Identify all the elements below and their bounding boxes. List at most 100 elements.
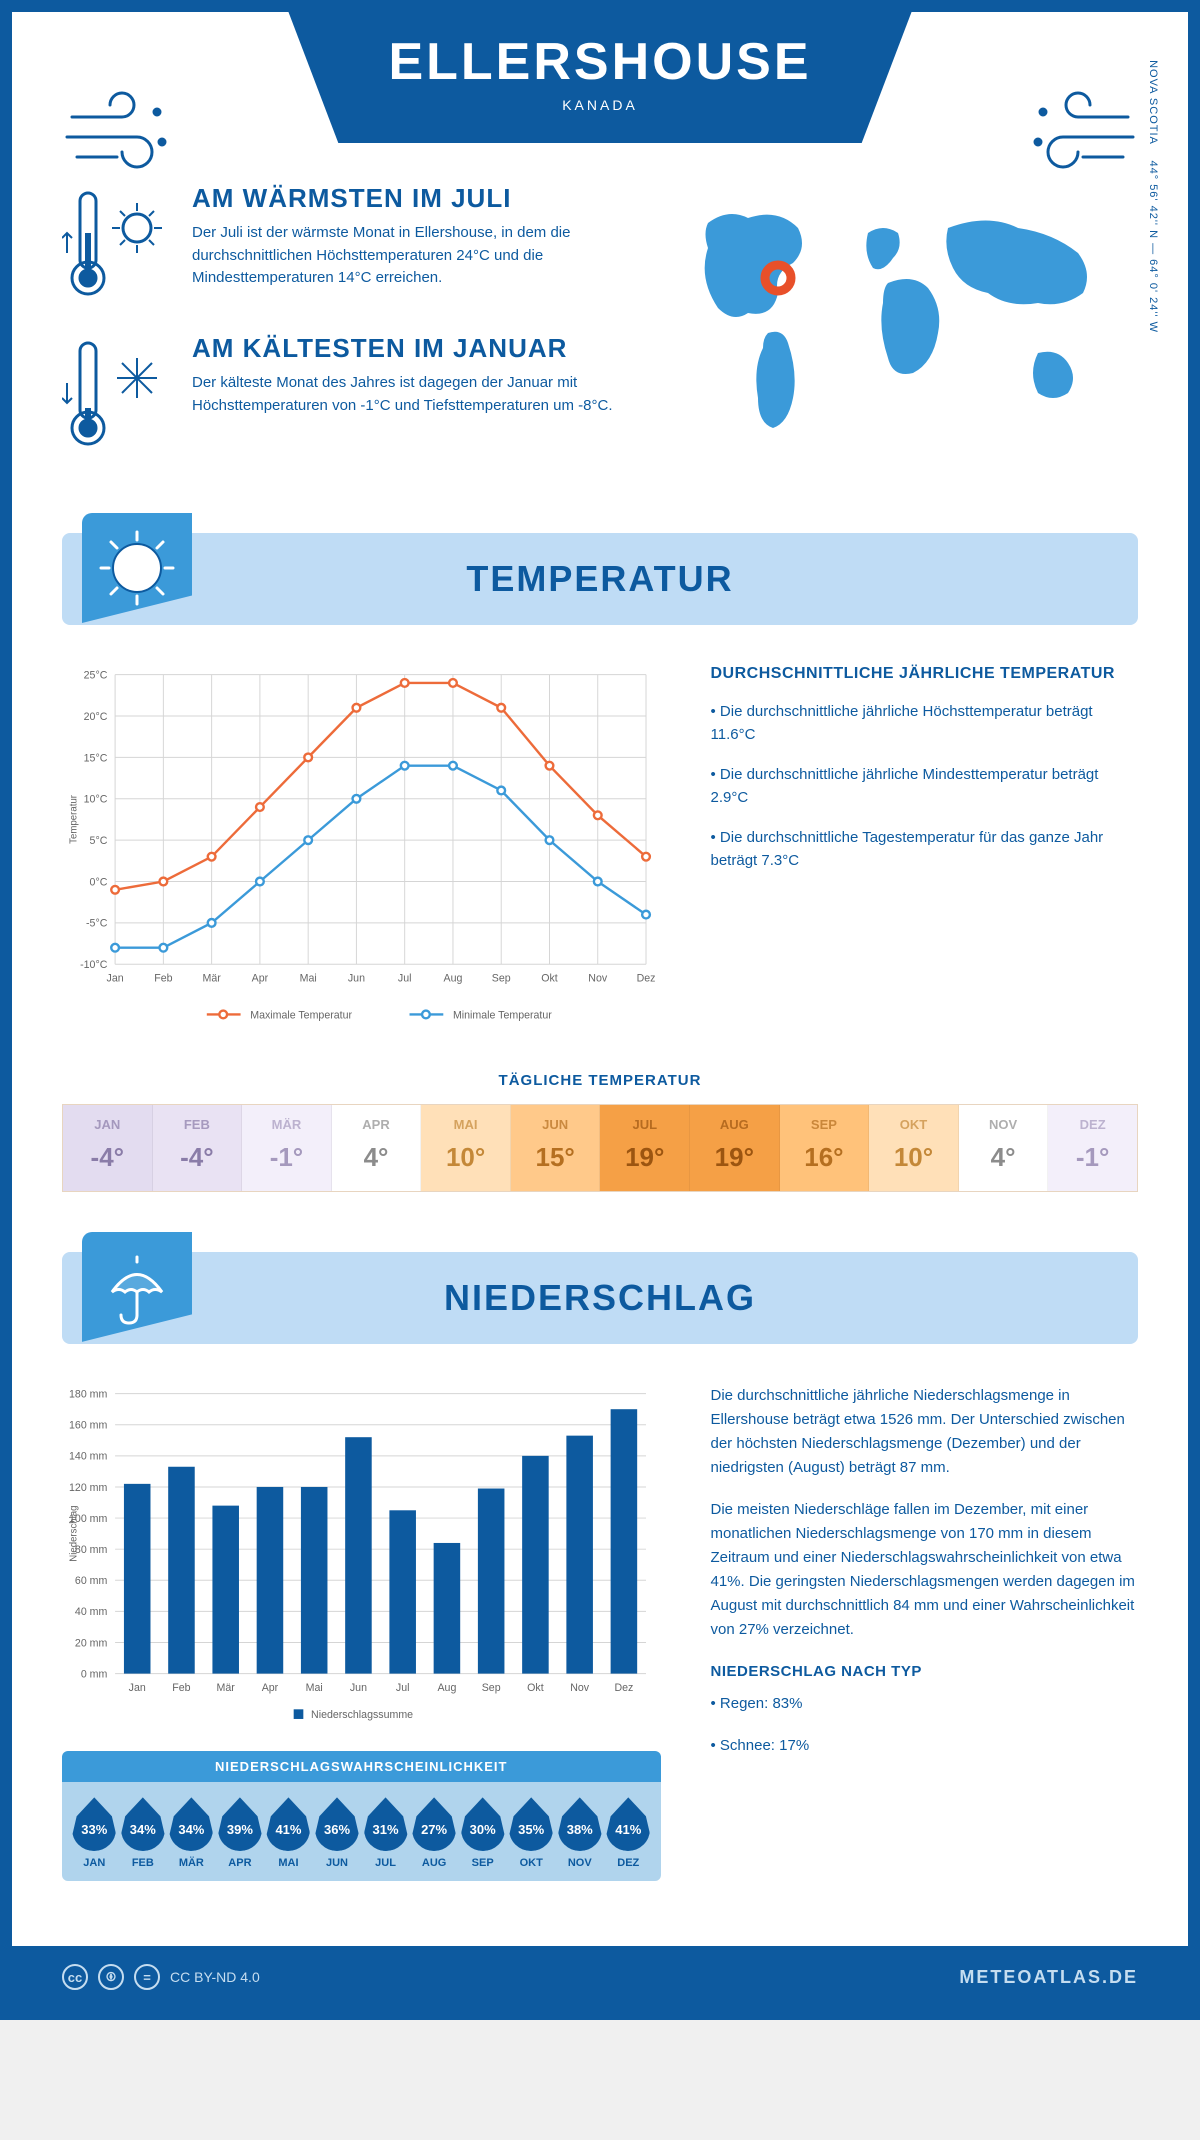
probability-cell: 36%JUN — [313, 1797, 362, 1869]
svg-text:5°C: 5°C — [90, 835, 108, 847]
temperature-line-chart: -10°C-5°C0°C5°C10°C15°C20°C25°CJanFebMär… — [62, 665, 661, 1032]
svg-text:20 mm: 20 mm — [75, 1637, 108, 1649]
svg-text:Feb: Feb — [154, 973, 172, 985]
probability-cell: 38%NOV — [555, 1797, 604, 1869]
svg-text:25°C: 25°C — [84, 670, 108, 682]
svg-text:Temperatur: Temperatur — [68, 794, 79, 844]
svg-text:140 mm: 140 mm — [69, 1451, 107, 1463]
license: cc 🅯 = CC BY-ND 4.0 — [62, 1964, 260, 1990]
daily-temp-table: JAN-4°FEB-4°MÄR-1°APR4°MAI10°JUN15°JUL19… — [62, 1104, 1138, 1192]
coldest-block: AM KÄLTESTEN IM JANUAR Der kälteste Mona… — [62, 333, 618, 453]
warmest-title: AM WÄRMSTEN IM JULI — [192, 183, 618, 214]
daily-temp-cell: NOV4° — [959, 1105, 1049, 1191]
svg-text:Nov: Nov — [570, 1682, 590, 1694]
svg-text:Mär: Mär — [217, 1682, 236, 1694]
svg-text:Nov: Nov — [588, 973, 608, 985]
page-subtitle: KANADA — [388, 97, 811, 113]
daily-temp-cell: JUL19° — [600, 1105, 690, 1191]
precip-type-2: • Schnee: 17% — [711, 1734, 1139, 1758]
svg-text:Apr: Apr — [252, 973, 269, 985]
svg-text:Jul: Jul — [398, 973, 412, 985]
probability-cell: 33%JAN — [70, 1797, 119, 1869]
daily-temp-cell: MÄR-1° — [242, 1105, 332, 1191]
svg-text:Maximale Temperatur: Maximale Temperatur — [250, 1009, 352, 1021]
svg-text:120 mm: 120 mm — [69, 1482, 107, 1494]
svg-text:Mär: Mär — [202, 973, 221, 985]
by-icon: 🅯 — [98, 1964, 124, 1990]
umbrella-icon — [82, 1232, 192, 1342]
svg-text:-5°C: -5°C — [86, 918, 108, 930]
page-title: ELLERSHOUSE — [388, 32, 811, 92]
coldest-text: Der kälteste Monat des Jahres ist dagege… — [192, 372, 618, 417]
title-banner: ELLERSHOUSE KANADA — [288, 12, 911, 143]
svg-text:160 mm: 160 mm — [69, 1419, 107, 1431]
warmest-text: Der Juli ist der wärmste Monat in Ellers… — [192, 222, 618, 290]
probability-title: NIEDERSCHLAGSWAHRSCHEINLICHKEIT — [62, 1751, 661, 1782]
svg-text:Niederschlagssumme: Niederschlagssumme — [311, 1709, 413, 1721]
probability-cell: 39%APR — [216, 1797, 265, 1869]
precip-text-2: Die meisten Niederschläge fallen im Deze… — [711, 1498, 1139, 1642]
wind-icon — [1018, 87, 1138, 177]
brand: METEOATLAS.DE — [959, 1967, 1138, 1988]
temp-info-line: • Die durchschnittliche jährliche Mindes… — [711, 764, 1139, 809]
footer: cc 🅯 = CC BY-ND 4.0 METEOATLAS.DE — [12, 1946, 1188, 2008]
svg-text:Jun: Jun — [350, 1682, 367, 1694]
probability-cell: 34%MÄR — [167, 1797, 216, 1869]
svg-text:Okt: Okt — [541, 973, 558, 985]
daily-temp-cell: OKT10° — [869, 1105, 959, 1191]
warmest-block: AM WÄRMSTEN IM JULI Der Juli ist der wär… — [62, 183, 618, 303]
precipitation-bar-chart: 0 mm20 mm40 mm60 mm80 mm100 mm120 mm140 … — [62, 1384, 661, 1882]
svg-text:Apr: Apr — [262, 1682, 279, 1694]
svg-text:Sep: Sep — [492, 973, 511, 985]
probability-cell: 27%AUG — [410, 1797, 459, 1869]
precip-text-1: Die durchschnittliche jährliche Niedersc… — [711, 1384, 1139, 1480]
daily-temp-cell: FEB-4° — [153, 1105, 243, 1191]
svg-text:0 mm: 0 mm — [81, 1668, 108, 1680]
top-section: AM WÄRMSTEN IM JULI Der Juli ist der wär… — [62, 183, 1138, 483]
daily-temp-title: TÄGLICHE TEMPERATUR — [62, 1072, 1138, 1089]
svg-text:60 mm: 60 mm — [75, 1575, 108, 1587]
thermometer-cold-icon — [62, 333, 172, 453]
world-map: NOVA SCOTIA 44° 56' 42'' N — 64° 0' 24''… — [658, 183, 1138, 483]
daily-temp-cell: SEP16° — [780, 1105, 870, 1191]
svg-text:20°C: 20°C — [84, 711, 108, 723]
temp-info-line: • Die durchschnittliche Tagestemperatur … — [711, 827, 1139, 872]
probability-strip: NIEDERSCHLAGSWAHRSCHEINLICHKEIT 33%JAN34… — [62, 1751, 661, 1881]
page: ELLERSHOUSE KANADA AM WÄRMSTEN IM JULI D… — [0, 0, 1200, 2020]
probability-cell: 30%SEP — [458, 1797, 507, 1869]
svg-text:Minimale Temperatur: Minimale Temperatur — [453, 1009, 552, 1021]
temperature-title: TEMPERATUR — [87, 558, 1113, 600]
svg-text:Jan: Jan — [129, 1682, 146, 1694]
daily-temp-cell: APR4° — [332, 1105, 422, 1191]
svg-text:Feb: Feb — [172, 1682, 190, 1694]
daily-temp-cell: AUG19° — [690, 1105, 780, 1191]
svg-text:Jan: Jan — [107, 973, 124, 985]
svg-text:10°C: 10°C — [84, 794, 108, 806]
svg-text:Mai: Mai — [300, 973, 317, 985]
svg-text:0°C: 0°C — [90, 876, 108, 888]
precip-type-title: NIEDERSCHLAG NACH TYP — [711, 1660, 1139, 1684]
svg-text:Aug: Aug — [437, 1682, 456, 1694]
svg-text:Jul: Jul — [396, 1682, 410, 1694]
temp-info-line: • Die durchschnittliche jährliche Höchst… — [711, 701, 1139, 746]
coldest-title: AM KÄLTESTEN IM JANUAR — [192, 333, 618, 364]
probability-cell: 31%JUL — [361, 1797, 410, 1869]
precip-type-1: • Regen: 83% — [711, 1692, 1139, 1716]
precipitation-section-header: NIEDERSCHLAG — [62, 1252, 1138, 1344]
probability-cell: 34%FEB — [119, 1797, 168, 1869]
svg-text:180 mm: 180 mm — [69, 1388, 107, 1400]
daily-temp-cell: DEZ-1° — [1048, 1105, 1137, 1191]
probability-cell: 41%DEZ — [604, 1797, 653, 1869]
probability-cell: 35%OKT — [507, 1797, 556, 1869]
wind-icon — [62, 87, 182, 177]
svg-text:Sep: Sep — [482, 1682, 501, 1694]
svg-text:80 mm: 80 mm — [75, 1544, 108, 1556]
svg-text:Jun: Jun — [348, 973, 365, 985]
daily-temp-cell: MAI10° — [421, 1105, 511, 1191]
temperature-section-header: TEMPERATUR — [62, 533, 1138, 625]
daily-temp-cell: JUN15° — [511, 1105, 601, 1191]
probability-cell: 41%MAI — [264, 1797, 313, 1869]
svg-text:Okt: Okt — [527, 1682, 544, 1694]
svg-text:Dez: Dez — [637, 973, 656, 985]
coordinates: NOVA SCOTIA 44° 56' 42'' N — 64° 0' 24''… — [1147, 60, 1159, 333]
